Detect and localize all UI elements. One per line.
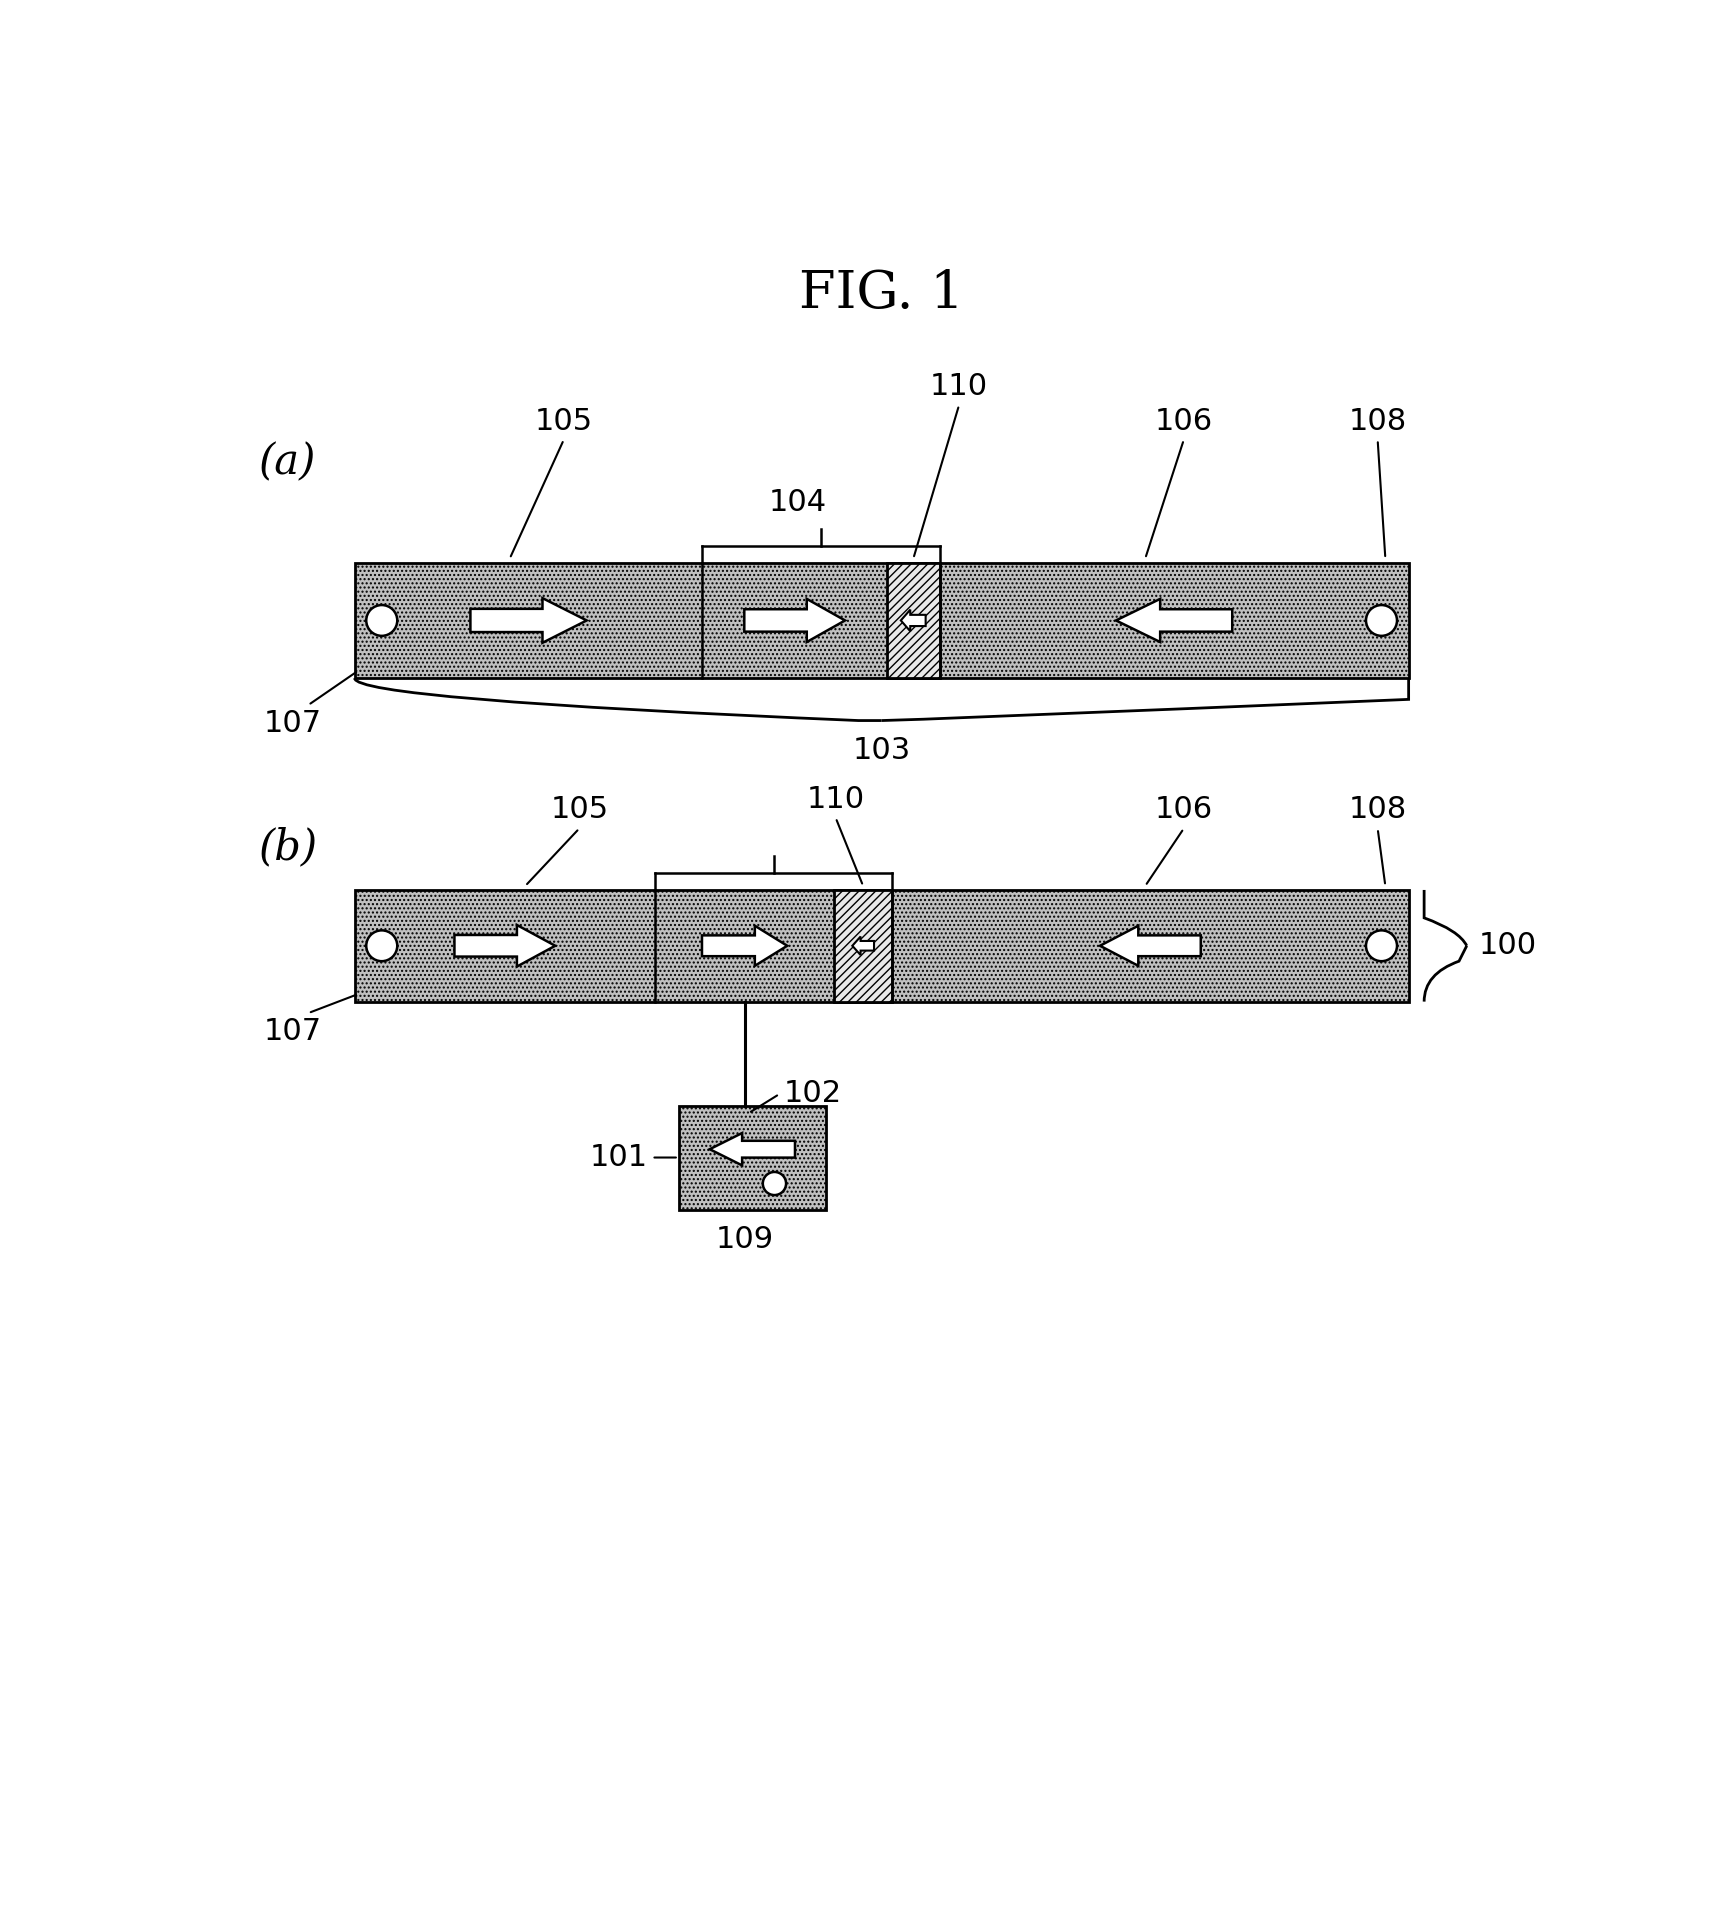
Text: (a): (a) xyxy=(258,442,315,484)
Bar xyxy=(355,564,1408,677)
Text: 100: 100 xyxy=(1478,932,1537,961)
Polygon shape xyxy=(454,924,556,967)
Text: 102: 102 xyxy=(783,1079,842,1108)
Circle shape xyxy=(1366,604,1397,635)
Text: 104: 104 xyxy=(769,488,826,517)
Polygon shape xyxy=(1100,926,1201,965)
Bar xyxy=(678,1106,826,1210)
Text: 105: 105 xyxy=(551,795,609,824)
Bar xyxy=(355,890,1408,1002)
Text: 103: 103 xyxy=(852,735,910,764)
Circle shape xyxy=(762,1172,786,1195)
Text: 107: 107 xyxy=(263,1017,322,1046)
Text: 109: 109 xyxy=(716,1226,774,1254)
Text: 106: 106 xyxy=(1155,407,1213,436)
Text: FIG. 1: FIG. 1 xyxy=(799,268,964,318)
Text: 110: 110 xyxy=(807,786,864,814)
Polygon shape xyxy=(1115,598,1232,643)
Polygon shape xyxy=(470,598,587,643)
Circle shape xyxy=(1366,930,1397,961)
Polygon shape xyxy=(702,926,786,965)
Polygon shape xyxy=(852,936,874,955)
Polygon shape xyxy=(900,610,926,631)
Bar xyxy=(886,564,940,677)
Bar xyxy=(835,890,891,1002)
Text: 106: 106 xyxy=(1155,795,1213,824)
Text: 108: 108 xyxy=(1349,407,1406,436)
Text: (b): (b) xyxy=(258,826,317,868)
Text: 107: 107 xyxy=(263,708,322,737)
Text: 101: 101 xyxy=(590,1143,647,1172)
Text: 110: 110 xyxy=(929,372,988,401)
Text: 105: 105 xyxy=(535,407,594,436)
Text: 108: 108 xyxy=(1349,795,1406,824)
Polygon shape xyxy=(709,1133,795,1166)
Circle shape xyxy=(367,604,398,635)
Polygon shape xyxy=(743,598,845,643)
Circle shape xyxy=(367,930,398,961)
